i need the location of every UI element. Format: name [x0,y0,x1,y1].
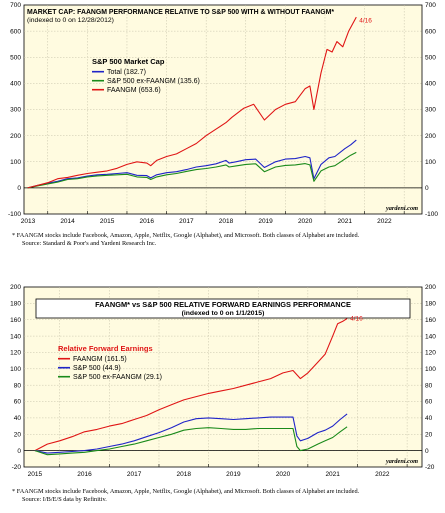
chart1-y-tick-label-left: 100 [10,159,21,166]
chart1-x-tick-label: 2019 [258,218,273,225]
chart2-y-tick-label-right: 160 [425,317,436,324]
chart2-legend-label-2: S&P 500 (44.9) [73,365,121,372]
chart2-subtitle: (indexed to 0 on 1/1/2015) [182,310,265,317]
chart1-series-line-2 [27,151,357,189]
chart2-y-tick-label-left: 0 [17,448,21,455]
chart2-x-tick-label: 2017 [127,471,142,478]
chart2-y-tick-label-left: 180 [10,301,21,308]
chart1-y-tick-label-right: 300 [425,107,436,114]
chart2-legend-title: Relative Forward Earnings [58,344,153,353]
chart1-y-tick-label-left: 500 [10,54,21,61]
chart1-y-tick-label-right: 0 [425,185,429,192]
chart2-x-tick-label: 2021 [325,471,340,478]
chart1-y-tick-label-left: 400 [10,81,21,88]
chart2-series-line-3 [34,426,348,456]
chart1-legend-label-2: S&P 500 ex-FAANGM (135.6) [107,78,200,85]
chart2-series-line-2 [34,413,348,454]
chart1-y-tick-label-right: 400 [425,81,436,88]
chart2-y-tick-label-right: 120 [425,350,436,357]
chart2-series-line-1 [34,318,348,452]
chart1-subtitle: (indexed to 0 on 12/28/2012) [27,17,114,24]
chart2-x-tick-label: 2018 [177,471,192,478]
chart2-y-tick-label-left: 160 [10,317,21,324]
chart2-y-tick-label-left: 80 [14,382,22,389]
chart2-y-tick-label-left: 200 [10,284,21,291]
chart2-title: FAANGM* vs S&P 500 RELATIVE FORWARD EARN… [95,300,351,309]
chart1-legend-label-3: FAANGM (653.6) [107,87,161,94]
chart1-x-tick-label: 2016 [140,218,155,225]
chart1-y-tick-label-left: -100 [8,211,21,218]
chart2-legend-label-3: S&P 500 ex-FAANGM (29.1) [73,374,162,381]
chart1-y-tick-label-left: 300 [10,107,21,114]
chart2-y-tick-label-left: 20 [14,431,22,438]
chart1-x-tick-label: 2013 [21,218,36,225]
chart1-x-tick-label: 2017 [179,218,194,225]
chart2-y-tick-label-left: 120 [10,350,21,357]
chart1-y-tick-label-right: 200 [425,133,436,140]
market-cap-chart: -100 -100 0 0 100 100 200 200 300 300 400 400 500 500… [8,2,438,225]
chart1-series-line-3 [27,16,357,189]
chart2-x-tick-label: 2022 [375,471,390,478]
chart-1-footnote: * FAANGM stocks include Facebook, Amazon… [12,232,360,239]
chart1-y-tick-label-left: 700 [10,2,21,9]
chart2-y-tick-label-left: -20 [12,464,22,471]
chart1-x-tick-label: 2018 [219,218,234,225]
chart2-y-tick-label-right: 0 [425,448,429,455]
chart1-y-tick-label-left: 600 [10,28,21,35]
chart1-x-tick-label: 2015 [100,218,115,225]
chart2-y-tick-label-right: 20 [425,431,433,438]
chart1-source-mark: yardeni.com [385,205,418,212]
chart-2-footnote: * FAANGM stocks include Facebook, Amazon… [12,488,360,495]
chart-2-source: Source: I/B/E/S data by Refinitiv. [22,496,107,503]
chart1-x-tick-label: 2020 [298,218,313,225]
chart1-y-tick-label-left: 200 [10,133,21,140]
chart2-x-tick-label: 2019 [226,471,241,478]
chart1-annotation-label: 4/16 [359,18,372,25]
chart2-y-tick-label-right: 200 [425,284,436,291]
chart-1-source: Source: Standard & Poor's and Yardeni Re… [22,240,157,247]
chart2-x-tick-label: 2020 [276,471,291,478]
chart1-y-tick-label-right: 700 [425,2,436,9]
chart2-y-tick-label-right: -20 [425,464,435,471]
chart2-y-tick-label-right: 80 [425,382,433,389]
chart1-series-line-1 [27,139,357,189]
chart1-y-tick-label-right: 600 [425,28,436,35]
chart2-source-mark: yardeni.com [385,458,418,465]
chart2-x-tick-label: 2016 [77,471,92,478]
chart1-legend-title: S&P 500 Market Cap [92,57,165,66]
chart2-annotation-label: 4/16 [350,316,363,323]
chart2-y-tick-label-right: 140 [425,333,436,340]
chart1-x-tick-label: 2014 [60,218,75,225]
chart1-title: MARKET CAP: FAANGM PERFORMANCE RELATIVE … [27,9,334,16]
chart2-y-tick-label-right: 60 [425,399,433,406]
chart1-x-tick-label: 2021 [338,218,353,225]
chart2-title-box [35,298,411,319]
chart1-y-tick-label-left: 0 [17,185,21,192]
chart1-x-tick-label: 2022 [377,218,392,225]
chart2-y-tick-label-left: 40 [14,415,22,422]
chart2-y-tick-label-left: 60 [14,399,22,406]
chart1-y-tick-label-right: -100 [425,211,438,218]
chart2-x-tick-label: 2015 [28,471,43,478]
chart2-legend-label-1: FAANGM (161.5) [73,356,127,363]
chart2-y-tick-label-right: 40 [425,415,433,422]
chart2-y-tick-label-right: 100 [425,366,436,373]
chart1-legend-label-1: Total (182.7) [107,69,146,76]
chart2-y-tick-label-left: 140 [10,333,21,340]
chart1-y-tick-label-right: 500 [425,54,436,61]
chart2-y-tick-label-right: 180 [425,301,436,308]
chart2-y-tick-label-left: 100 [10,366,21,373]
chart1-y-tick-label-right: 100 [425,159,436,166]
